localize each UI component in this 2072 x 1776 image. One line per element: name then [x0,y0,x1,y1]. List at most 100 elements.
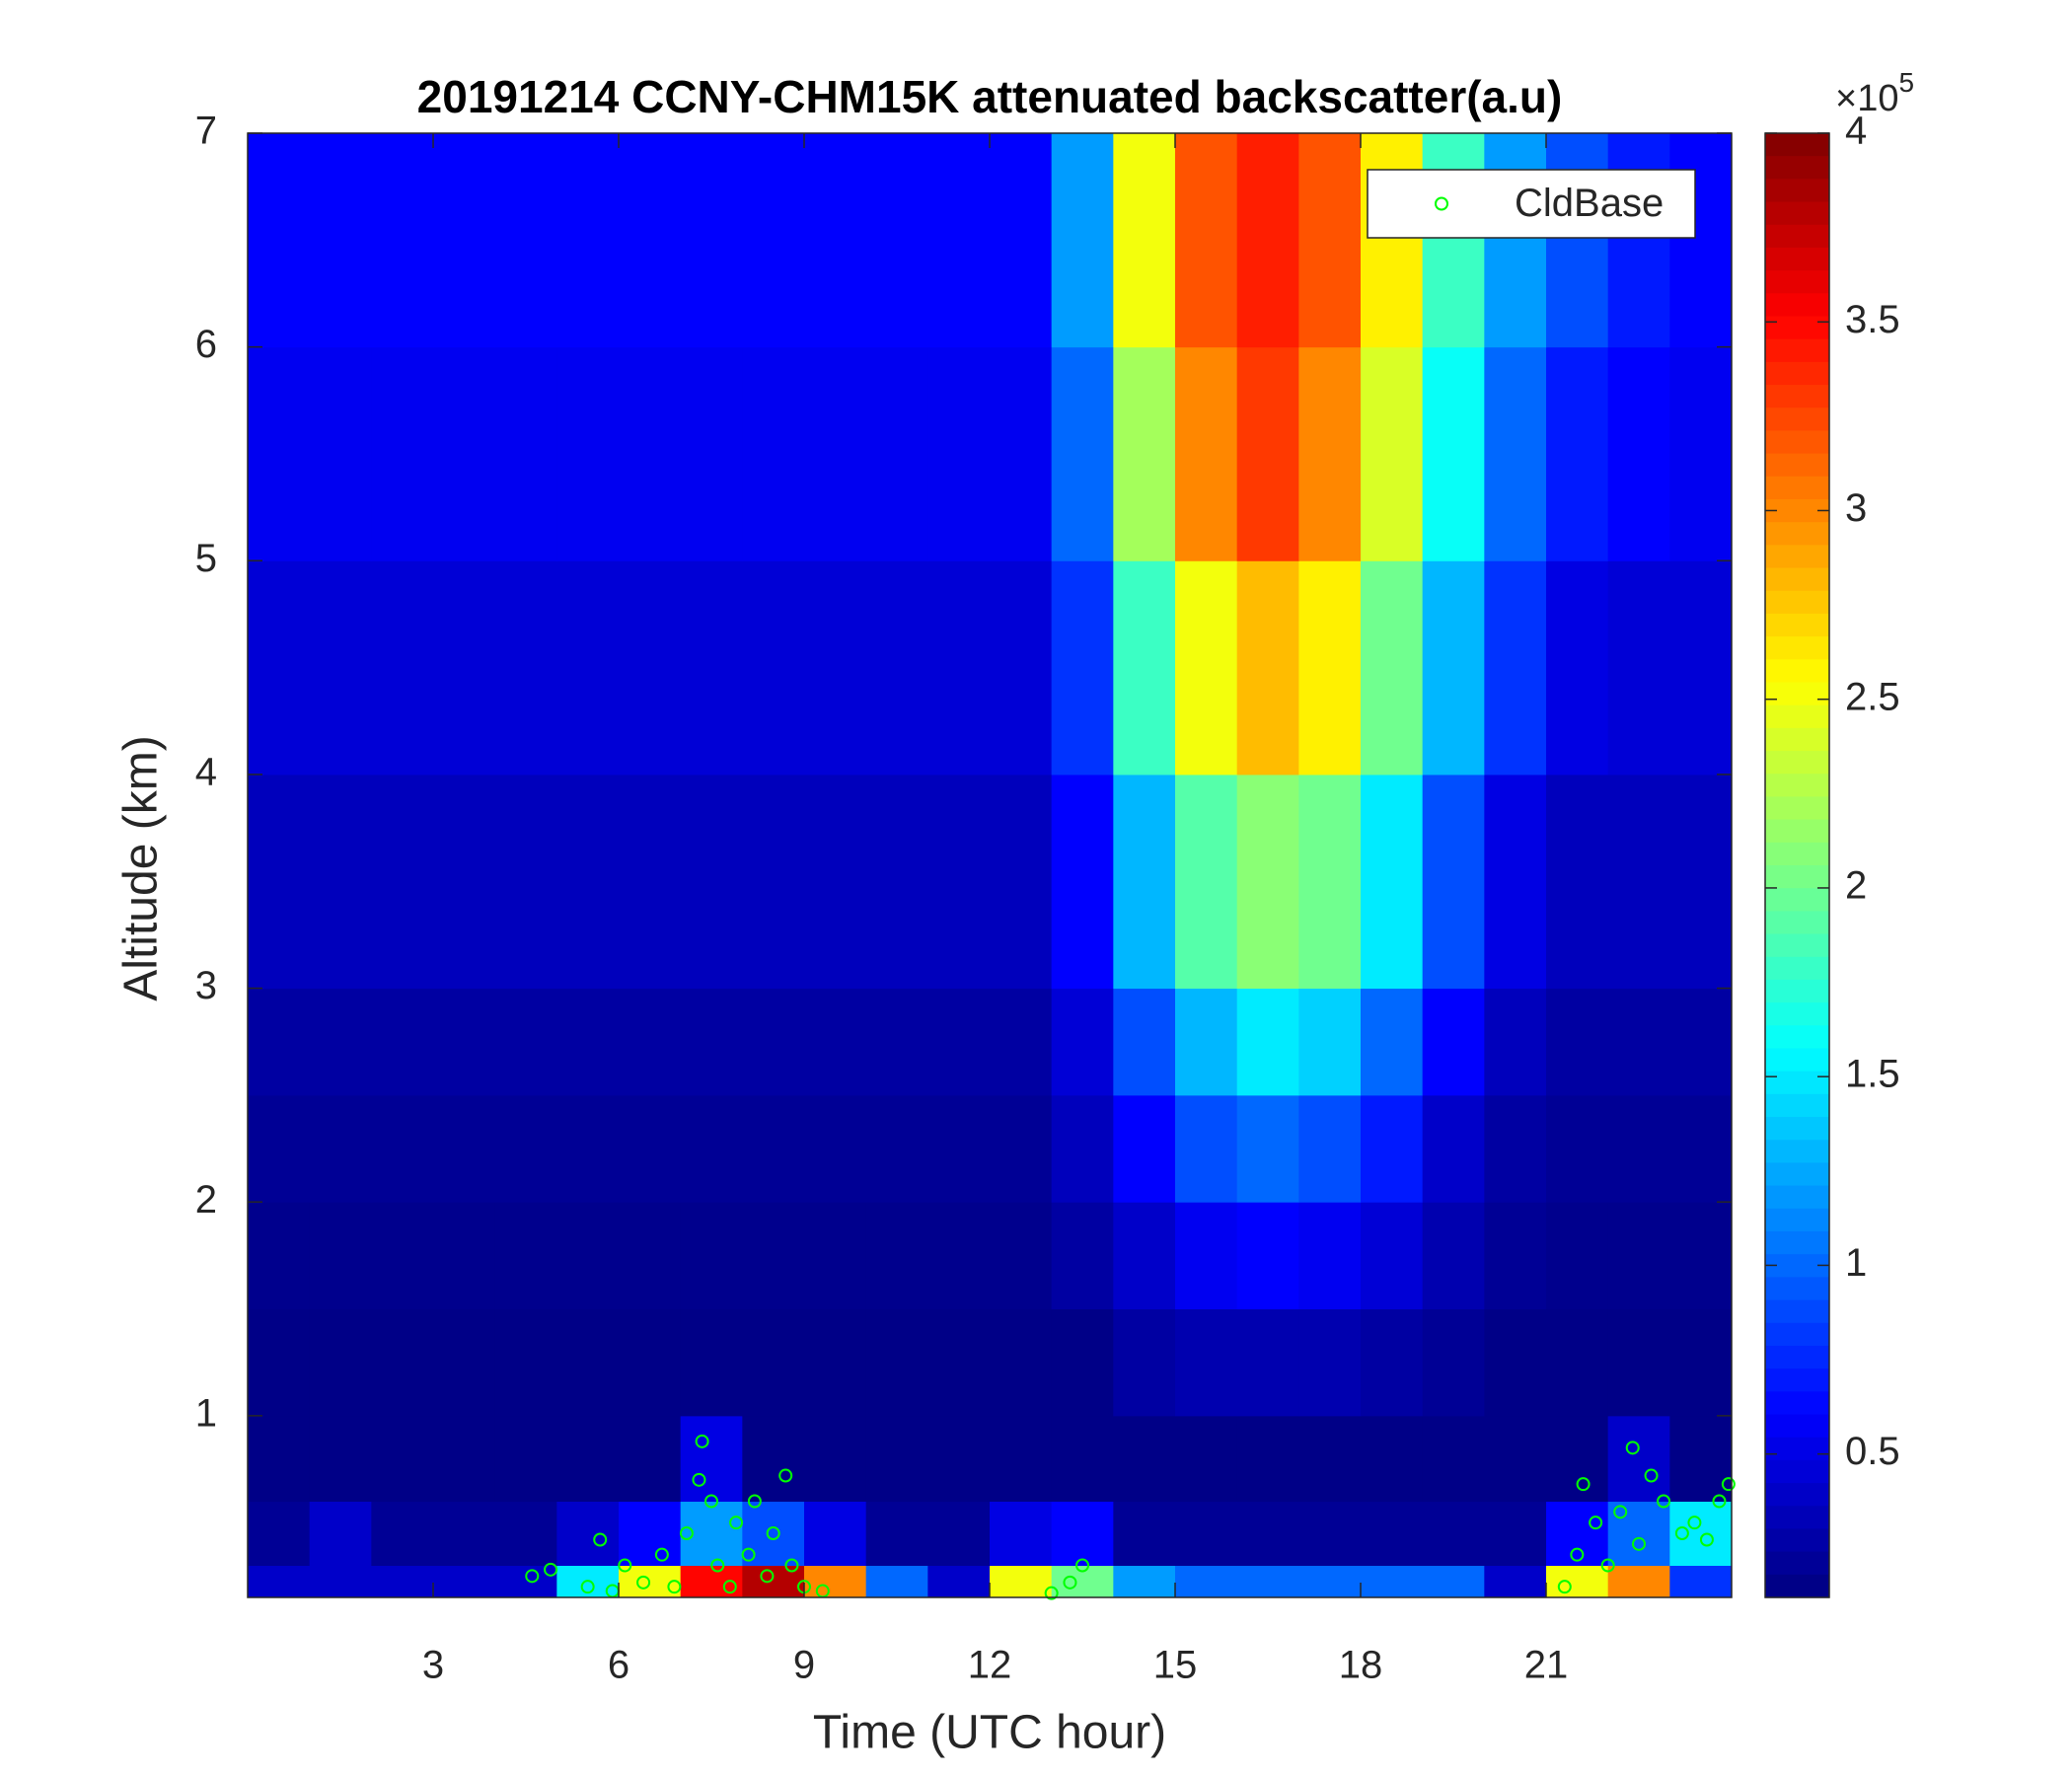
heat-cell [556,988,620,1096]
cloud-base-point [679,1526,694,1541]
heat-cell [865,1094,928,1203]
heat-cell [1361,560,1424,776]
heat-cell [865,133,928,348]
heat-cell [1669,1202,1733,1310]
heat-cell [371,1094,434,1203]
y-tick-label: 5 [195,537,217,580]
cloud-base-point [1576,1477,1591,1492]
heat-cell [1422,1415,1485,1503]
heat-cell [927,560,991,776]
colorbar-swatch [1765,407,1829,432]
heat-cell [865,346,928,561]
x-tick-label: 6 [608,1644,629,1687]
colorbar-swatch [1765,1048,1829,1073]
y-tick-label: 2 [195,1178,217,1221]
heat-cell [1422,1094,1485,1203]
heat-cell [1546,1202,1609,1310]
cloud-base-point [710,1558,725,1573]
colorbar-swatch [1765,888,1829,912]
colorbar-frame [1764,132,1830,1598]
heat-cell [619,1415,682,1503]
colorbar-swatch [1765,636,1829,660]
heat-cell [1546,1308,1609,1417]
heat-cell [1546,1094,1609,1203]
heat-cell [1361,1415,1424,1503]
heat-cell [248,774,311,990]
cloud-base-point [784,1558,799,1573]
heat-cell [865,560,928,776]
heat-cell [1113,1202,1176,1310]
cloud-base-point [1632,1536,1646,1551]
heat-cell [1236,560,1299,776]
heat-cell [556,346,620,561]
heat-cell [742,133,805,348]
cloud-base-point [760,1569,775,1584]
heat-cell [742,1094,805,1203]
heat-cell [1298,1094,1362,1203]
heat-cell [1607,1308,1670,1417]
heat-cell [371,774,434,990]
heat-cell [1361,1565,1424,1598]
heat-cell [619,1202,682,1310]
colorbar-swatch [1765,567,1829,592]
heat-cell [680,988,743,1096]
heat-cell [433,1415,496,1503]
colorbar-swatch [1765,842,1829,866]
heat-cell [804,1202,867,1310]
heat-cell [1669,560,1733,776]
colorbar-swatch [1765,796,1829,821]
heat-cell [990,774,1053,990]
colorbar-swatch [1765,704,1829,729]
cloud-base-point [544,1562,558,1577]
heat-cell [927,133,991,348]
colorbar-tick-label: 3 [1845,486,1867,530]
heat-cell [309,774,372,990]
cloud-base-point [667,1580,682,1594]
colorbar-swatch [1765,201,1829,226]
heat-cell [371,346,434,561]
cloud-base-point [1589,1516,1603,1530]
heat-cell [742,1501,805,1567]
heat-cell [433,1501,496,1567]
cloud-base-point [1625,1441,1640,1455]
colorbar-multiplier: ×105 [1835,67,1914,119]
heat-cell [619,774,682,990]
heat-cell [1236,1202,1299,1310]
heat-cell [1113,1308,1176,1417]
heat-cell [804,133,867,348]
colorbar-swatch [1765,499,1829,523]
heat-cell [1546,560,1609,776]
heat-cell [433,560,496,776]
heat-cell [433,774,496,990]
heat-cell [927,1202,991,1310]
cloud-base-point [654,1547,669,1562]
cloud-base-point [1712,1494,1727,1509]
heat-cell [927,1415,991,1503]
x-tick-label: 15 [1153,1644,1198,1687]
heat-cell [1298,1565,1362,1598]
y-tick-label: 1 [195,1391,217,1435]
heat-cell [742,1308,805,1417]
x-tick-label: 12 [968,1644,1012,1687]
colorbar-tick-label: 1.5 [1845,1053,1900,1096]
heat-cell [990,1094,1053,1203]
heat-cell [309,1565,372,1598]
heat-cell [309,1308,372,1417]
colorbar-swatch [1765,1185,1829,1210]
x-axis-label: Time (UTC hour) [813,1707,1166,1759]
heat-cell [865,1308,928,1417]
heat-cell [1298,1202,1362,1310]
heat-cell [990,1565,1053,1598]
heat-cell [1484,1308,1547,1417]
heat-cell [1113,988,1176,1096]
heat-cell [1175,1308,1238,1417]
cloud-base-point [580,1580,595,1594]
heat-cell [680,1202,743,1310]
heat-cell [804,988,867,1096]
colorbar-swatch [1765,1299,1829,1324]
heat-cell [371,988,434,1096]
heat-cell [990,1202,1053,1310]
heat-cell [433,1565,496,1598]
heat-cell [556,774,620,990]
heat-cell [804,774,867,990]
